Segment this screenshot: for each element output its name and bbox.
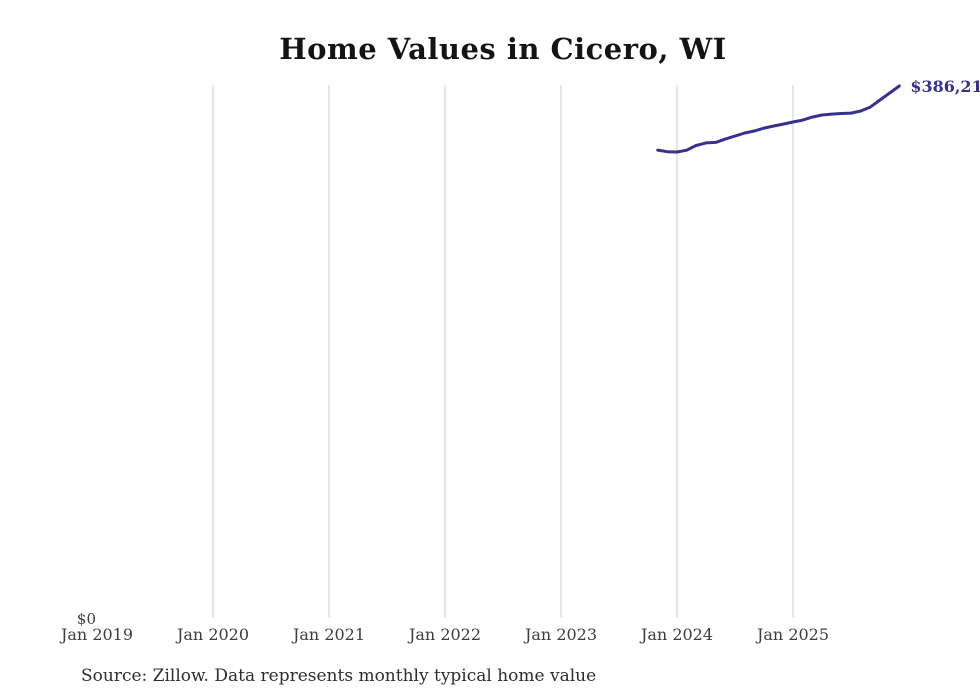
chart-title: Home Values in Cicero, WI xyxy=(279,32,727,66)
x-tick-label-jan-2019: Jan 2019 xyxy=(59,625,133,644)
latest-value-label: $386,211 xyxy=(910,77,980,96)
x-tick-label-jan-2021: Jan 2021 xyxy=(291,625,365,644)
x-tick-label-jan-2023: Jan 2023 xyxy=(523,625,597,644)
x-axis-tick-labels: Jan 2019 Jan 2020 Jan 2021 Jan 2022 Jan 2023… xyxy=(59,625,829,644)
y-axis-zero-label: $0 xyxy=(76,610,96,628)
home-value-line-series xyxy=(656,84,901,154)
x-tick-label-jan-2024: Jan 2024 xyxy=(639,625,713,644)
x-tick-label-jan-2022: Jan 2022 xyxy=(407,625,481,644)
source-note: Source: Zillow. Data represents monthly … xyxy=(81,666,597,686)
gridlines-group xyxy=(212,85,794,618)
x-tick-label-jan-2025: Jan 2025 xyxy=(755,625,829,644)
x-tick-label-jan-2020: Jan 2020 xyxy=(175,625,249,644)
